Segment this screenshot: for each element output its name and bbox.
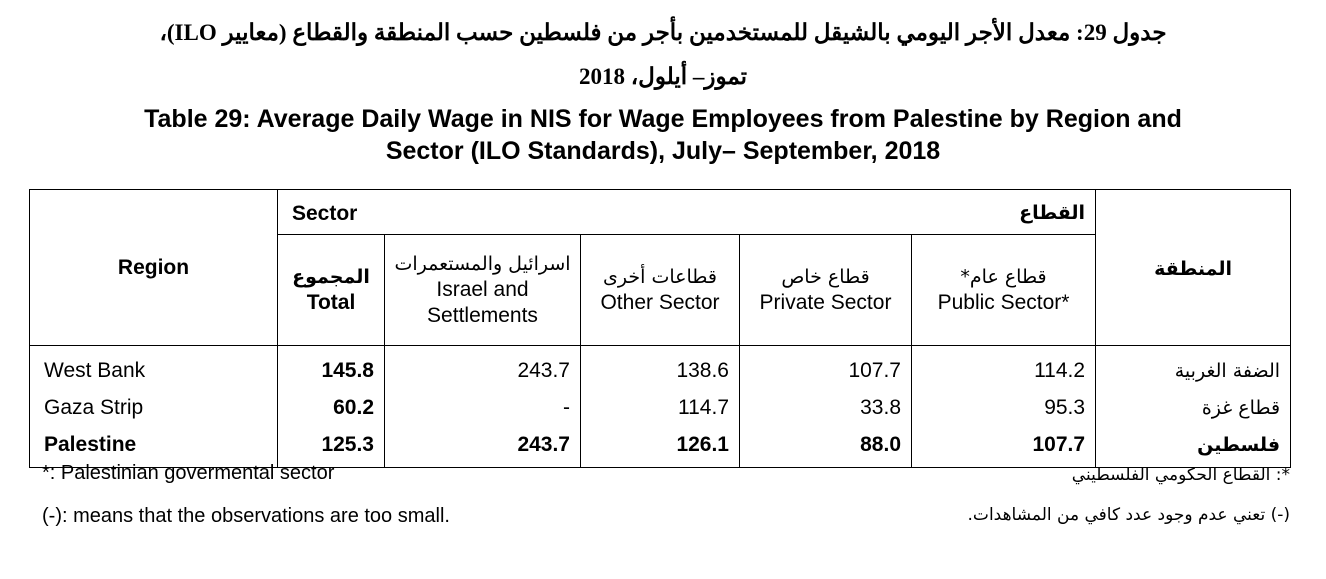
cell-private: 33.8 — [739, 389, 912, 426]
cell-total: 125.3 — [277, 426, 385, 468]
col-header-other: قطاعات أخرى Other Sector — [580, 234, 740, 346]
wage-table: Region Sector القطاع المنطقة المجموع Tot… — [29, 189, 1292, 468]
cell-israel: 243.7 — [384, 345, 581, 389]
col-header-private: قطاع خاص Private Sector — [739, 234, 912, 346]
title-english-line2: Sector (ILO Standards), July– September,… — [385, 137, 941, 165]
footnote-public-sector-en: *: Palestinian govermental sector — [42, 462, 335, 484]
table-row: Gaza Strip 60.2 - 114.7 33.8 95.3 قطاع غ… — [29, 389, 1292, 426]
col-header-total: المجموع Total — [277, 234, 385, 346]
table-row: West Bank 145.8 243.7 138.6 107.7 114.2 … — [29, 345, 1292, 389]
col-header-public: قطاع عام* Public Sector* — [910, 234, 1097, 346]
cell-total: 60.2 — [277, 389, 385, 426]
cell-public: 107.7 — [910, 426, 1097, 468]
cell-other: 126.1 — [580, 426, 740, 468]
footnote-small-observations-ar: (-) تعني عدم وجود عدد كافي من المشاهدات. — [967, 505, 1290, 525]
col-header-israel: اسرائيل والمستعمرات Israel and Settlemen… — [384, 234, 581, 346]
region-header-ar: المنطقة — [1095, 189, 1292, 346]
cell-public: 95.3 — [910, 389, 1097, 426]
cell-israel: - — [384, 389, 581, 426]
sector-header-en: Sector — [292, 202, 358, 225]
cell-private: 107.7 — [739, 345, 912, 389]
cell-other: 138.6 — [580, 345, 740, 389]
title-english-line1: Table 29: Average Daily Wage in NIS for … — [144, 105, 1182, 133]
region-en: West Bank — [29, 345, 278, 389]
region-header-en: Region — [29, 189, 278, 346]
table-row: Palestine 125.3 243.7 126.1 88.0 107.7 ف… — [29, 426, 1292, 468]
region-ar: قطاع غزة — [1095, 389, 1292, 426]
cell-private: 88.0 — [739, 426, 912, 468]
sector-header: Sector القطاع — [276, 189, 1097, 235]
footnote-small-observations-en: (-): means that the observations are too… — [42, 505, 450, 527]
cell-total: 145.8 — [277, 345, 385, 389]
region-ar: الضفة الغربية — [1095, 345, 1292, 389]
region-ar: فلسطين — [1095, 426, 1292, 468]
title-arabic-line2: تموز– أيلول، 2018 — [578, 64, 748, 89]
title-arabic-line1: جدول 29: معدل الأجر اليومي بالشيقل للمست… — [159, 20, 1167, 45]
region-en: Palestine — [29, 426, 278, 468]
cell-other: 114.7 — [580, 389, 740, 426]
sector-header-ar: القطاع — [1019, 202, 1086, 224]
footnote-public-sector-ar: *: القطاع الحكومي الفلسطيني — [1071, 465, 1290, 485]
cell-israel: 243.7 — [384, 426, 581, 468]
region-en: Gaza Strip — [29, 389, 278, 426]
cell-public: 114.2 — [910, 345, 1097, 389]
